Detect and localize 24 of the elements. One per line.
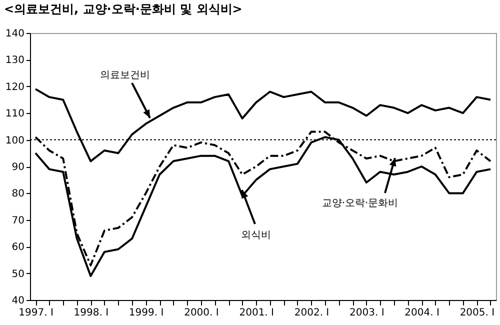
- text: 의료보건비: [100, 70, 150, 81]
- text: 교양·오락·문화비: [322, 198, 398, 209]
- y-tick-label: 90: [12, 162, 24, 173]
- y-tick-label: 60: [12, 242, 24, 254]
- x-tick-label: 2003. Ⅰ: [350, 308, 384, 318]
- y-tick-label: 40: [12, 296, 24, 306]
- y-tick-label: 50: [12, 268, 24, 280]
- x-tick-label: 2004. Ⅰ: [404, 308, 440, 318]
- y-tick-label: 80: [12, 188, 24, 200]
- x-tick-label: 2005. Ⅰ: [460, 308, 495, 318]
- chart-title: <의료보건비, 교양·오락·문화비 및 외식비>: [4, 2, 242, 16]
- y-tick-label: 140: [5, 28, 24, 40]
- y-tick-label: 130: [5, 55, 24, 66]
- y-tick-label: 120: [5, 82, 24, 93]
- x-tick-label: 1997. Ⅰ: [18, 308, 54, 318]
- y-tick-label: 110: [5, 108, 24, 120]
- x-tick-label: 2002. Ⅰ: [294, 308, 330, 318]
- x-tick-label: 2001. Ⅰ: [239, 308, 274, 318]
- y-tick-label: 70: [12, 215, 24, 226]
- x-tick-label: 1999. Ⅰ: [128, 308, 164, 318]
- text: 외식비: [241, 230, 271, 241]
- x-tick-label: 2000. Ⅰ: [184, 308, 219, 318]
- y-tick-label: 100: [5, 135, 24, 146]
- x-tick-label: 1998. Ⅰ: [74, 308, 109, 318]
